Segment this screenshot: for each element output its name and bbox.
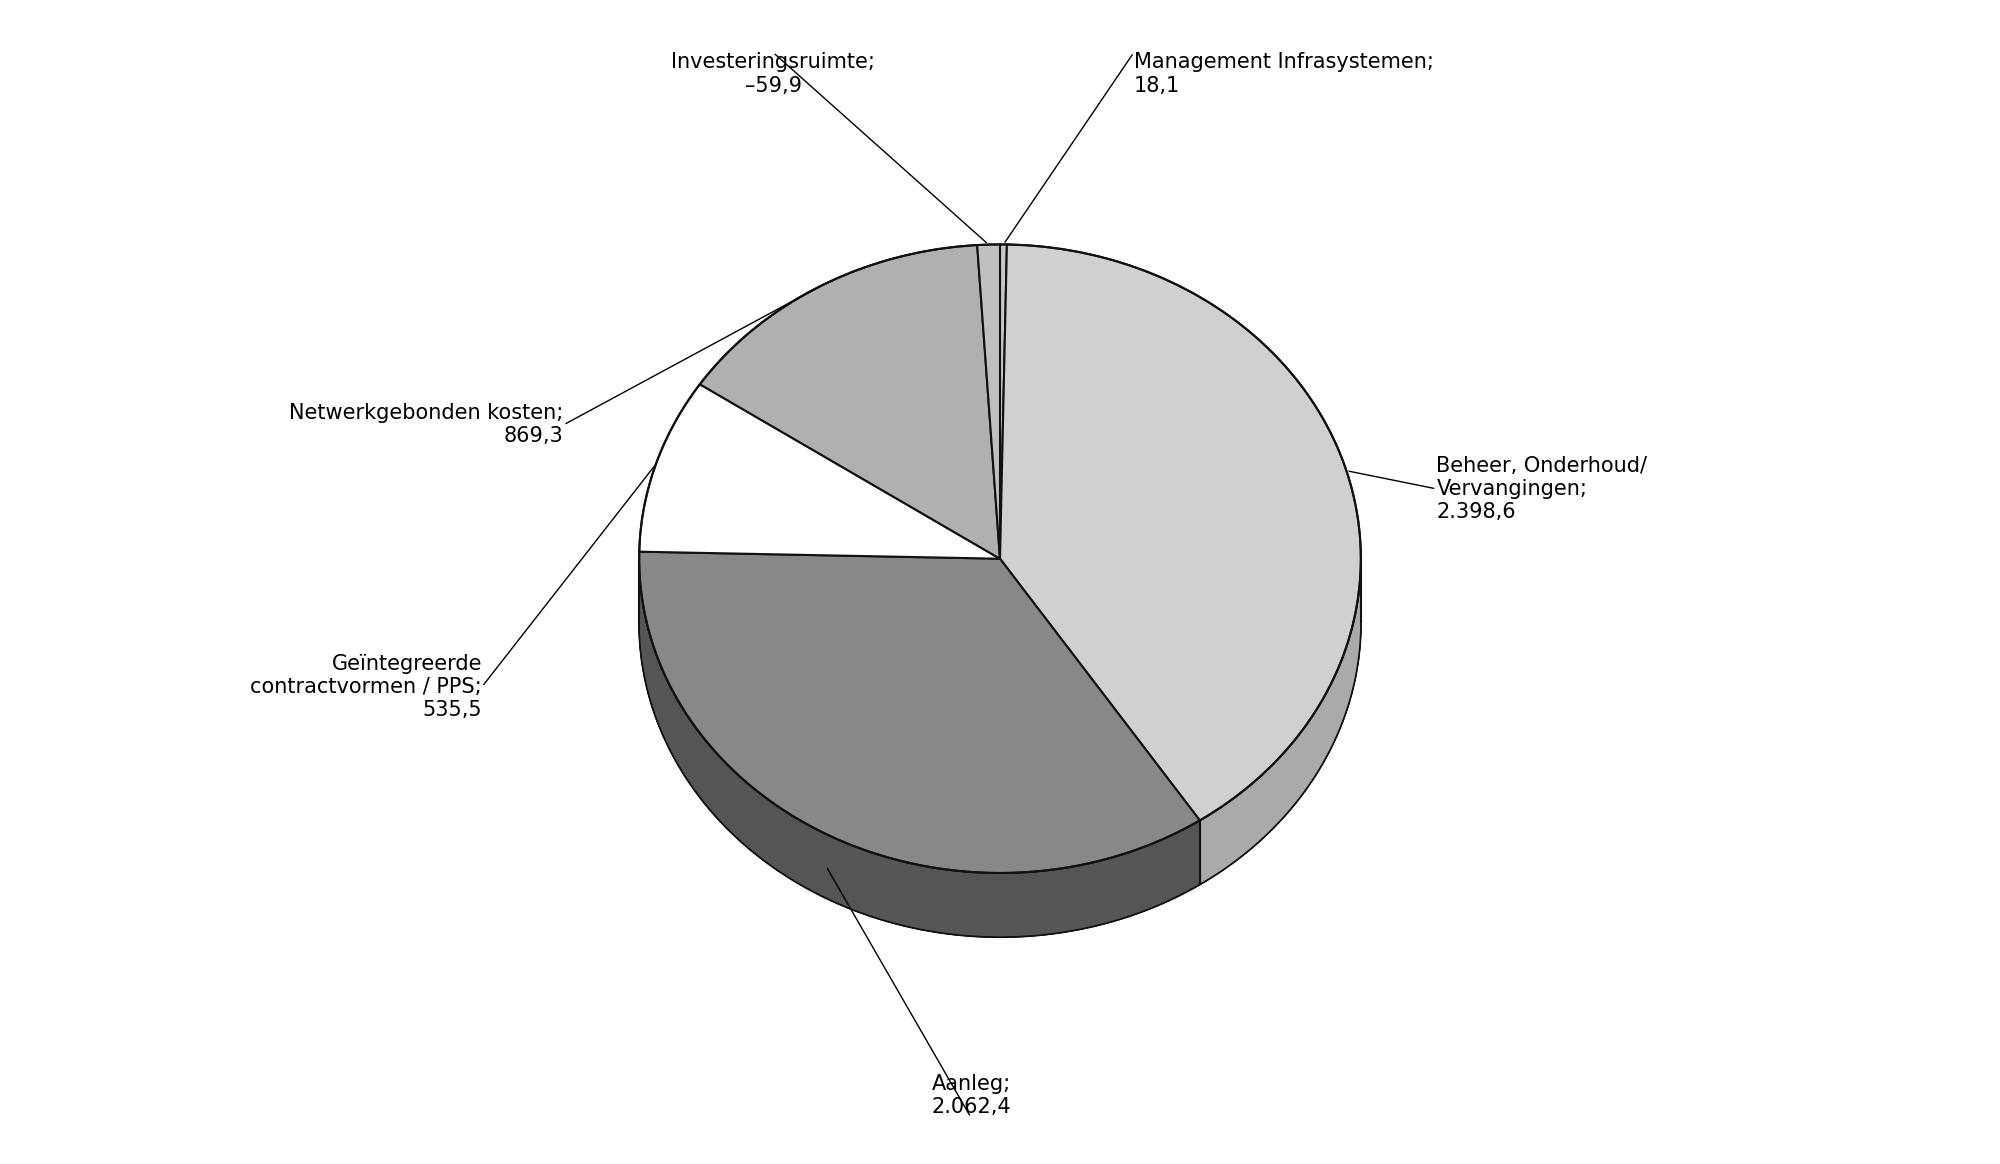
Polygon shape: [640, 384, 1000, 559]
Text: Management Infrasystemen;
18,1: Management Infrasystemen; 18,1: [1134, 52, 1434, 95]
Polygon shape: [978, 244, 1000, 559]
Text: Aanleg;
2.062,4: Aanleg; 2.062,4: [932, 1074, 1010, 1117]
Polygon shape: [640, 559, 1200, 937]
Text: Investeringsruimte;
–59,9: Investeringsruimte; –59,9: [672, 52, 874, 95]
Ellipse shape: [640, 308, 1360, 937]
Text: Geïntegreerde
contractvormen / PPS;
535,5: Geïntegreerde contractvormen / PPS; 535,…: [250, 653, 482, 721]
Polygon shape: [1000, 244, 1360, 821]
Polygon shape: [640, 552, 1200, 873]
Polygon shape: [1000, 560, 1360, 885]
Polygon shape: [1200, 560, 1360, 885]
Text: Beheer, Onderhoud/
Vervangingen;
2.398,6: Beheer, Onderhoud/ Vervangingen; 2.398,6: [1436, 455, 1648, 523]
Text: Netwerkgebonden kosten;
869,3: Netwerkgebonden kosten; 869,3: [290, 403, 564, 447]
Polygon shape: [1000, 244, 1006, 559]
Polygon shape: [700, 246, 1000, 559]
Polygon shape: [640, 559, 1200, 937]
